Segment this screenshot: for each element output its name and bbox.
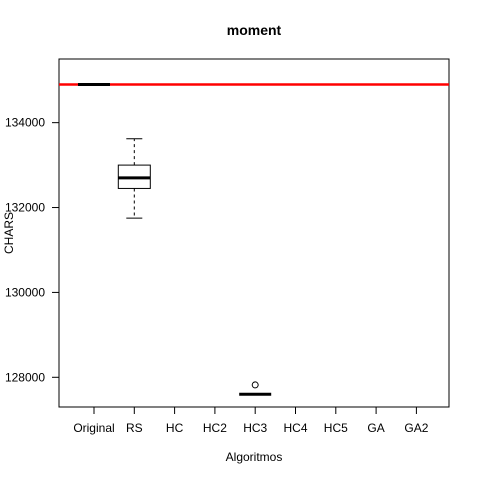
x-tick-label: GA2 — [404, 421, 428, 435]
x-tick-label: HC5 — [324, 421, 348, 435]
x-tick-label: HC2 — [203, 421, 227, 435]
plot-area — [58, 58, 450, 408]
x-tick-label: HC3 — [243, 421, 267, 435]
x-tick-label: RS — [126, 421, 143, 435]
y-axis-label: CHARS — [2, 212, 16, 254]
y-tick-label: 134000 — [5, 116, 45, 130]
y-axis: 128000 130000 132000 134000 — [5, 116, 59, 384]
boxes — [78, 82, 272, 396]
y-tick-label: 128000 — [5, 370, 45, 384]
chart-title: moment — [227, 22, 282, 38]
x-tick-label: HC — [166, 421, 184, 435]
x-axis: Original RS HC HC2 HC3 HC4 HC5 GA GA2 — [73, 407, 429, 435]
x-tick-label: HC4 — [283, 421, 307, 435]
plot-frame — [58, 58, 450, 408]
box-hc3 — [239, 381, 272, 396]
x-axis-label: Algoritmos — [226, 450, 283, 464]
outlier-point — [251, 381, 259, 389]
y-tick-label: 130000 — [5, 285, 45, 299]
x-tick-label: Original — [73, 421, 114, 435]
x-tick-label: GA — [367, 421, 384, 435]
box-rs — [117, 138, 151, 219]
y-tick-label: 132000 — [5, 201, 45, 215]
